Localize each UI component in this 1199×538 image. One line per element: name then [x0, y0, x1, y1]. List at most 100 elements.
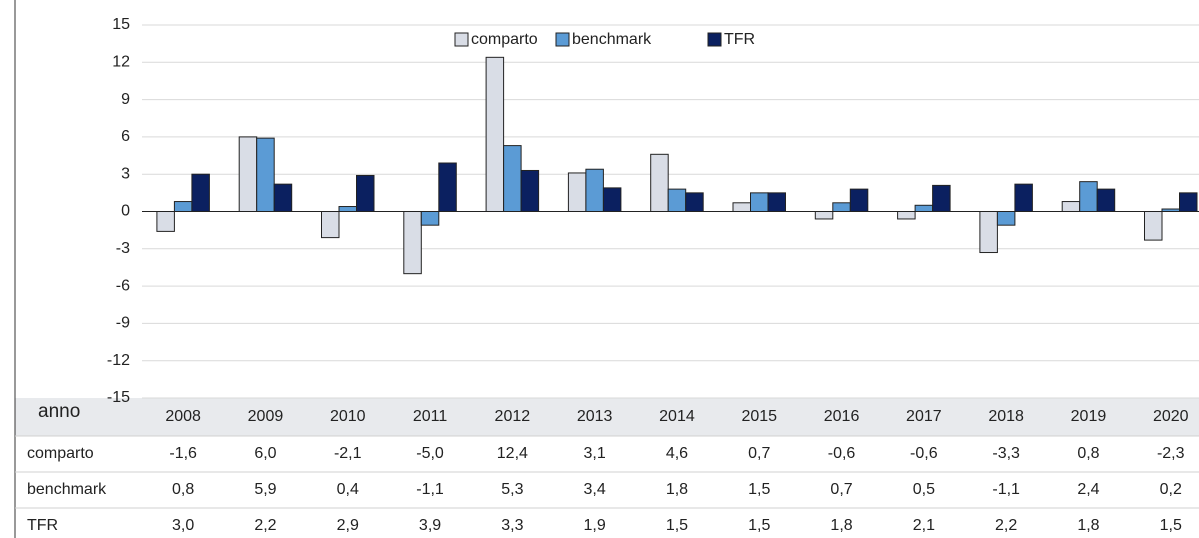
- table-cell: -5,0: [416, 445, 444, 462]
- bar: [238, 136, 258, 212]
- bar: [932, 184, 951, 212]
- table-cell: 0,8: [1077, 445, 1099, 462]
- bar: [338, 206, 357, 213]
- table-cell: 2,9: [337, 517, 359, 534]
- table-column-header: 2018: [988, 408, 1024, 425]
- bar: [403, 211, 422, 275]
- table-cell: 0,2: [1160, 481, 1182, 498]
- bar: [1079, 181, 1098, 213]
- bar: [1014, 183, 1033, 212]
- table-cell: -3,3: [992, 445, 1020, 462]
- bar: [520, 169, 540, 212]
- bar: [914, 204, 934, 213]
- table-column-header: 2011: [413, 408, 448, 425]
- bar: [814, 211, 834, 220]
- table-cell: 2,1: [913, 517, 935, 534]
- bar: [667, 188, 687, 212]
- table-cell: 3,0: [172, 517, 194, 534]
- bar: [767, 192, 786, 213]
- table-cell: 1,5: [1160, 517, 1182, 534]
- y-tick-label: -3: [116, 240, 130, 257]
- bar: [832, 202, 851, 212]
- y-tick-label: 0: [121, 203, 130, 220]
- y-tick-label: 6: [121, 128, 130, 145]
- table-column-header: 2010: [330, 408, 366, 425]
- table-cell: 12,4: [497, 445, 528, 462]
- table-header: anno: [38, 401, 80, 422]
- table-cell: 1,8: [830, 517, 852, 534]
- table-cell: 0,7: [830, 481, 852, 498]
- table-row-label: TFR: [27, 517, 58, 534]
- bar: [321, 211, 340, 239]
- table-column-header: 2016: [824, 408, 860, 425]
- table-cell: -2,3: [1157, 445, 1185, 462]
- table-cell: 2,2: [254, 517, 276, 534]
- y-tick-label: -9: [116, 315, 130, 332]
- table-cell: 0,5: [913, 481, 935, 498]
- bar: [503, 145, 522, 212]
- bar: [273, 183, 293, 212]
- y-tick-label: -12: [107, 352, 130, 369]
- bar: [356, 174, 375, 212]
- table-cell: 1,5: [748, 517, 770, 534]
- table-row-label: comparto: [27, 445, 94, 462]
- bar: [1096, 188, 1116, 212]
- table-column-header: 2012: [495, 408, 531, 425]
- table-column-header: 2014: [659, 408, 695, 425]
- table-column-header: 2019: [1071, 408, 1107, 425]
- y-tick-label: 9: [121, 91, 130, 108]
- bar: [485, 56, 505, 213]
- table-row-label: benchmark: [27, 481, 107, 498]
- bar: [650, 153, 669, 213]
- legend-swatch: [707, 32, 722, 47]
- table-cell: 2,2: [995, 517, 1017, 534]
- table-cell: 1,5: [666, 517, 688, 534]
- bar: [1179, 192, 1198, 213]
- table-cell: -0,6: [910, 445, 938, 462]
- table-cell: 0,7: [748, 445, 770, 462]
- bar: [849, 188, 869, 212]
- table-cell: 0,4: [337, 481, 359, 498]
- bar: [567, 172, 587, 212]
- bar: [979, 211, 998, 254]
- legend-label: TFR: [724, 31, 755, 48]
- table-cell: 3,1: [584, 445, 606, 462]
- bar: [420, 211, 440, 226]
- table-cell: 3,3: [501, 517, 523, 534]
- bar: [1144, 211, 1163, 241]
- table-cell: 5,3: [501, 481, 523, 498]
- bar: [732, 202, 751, 212]
- table-cell: 1,5: [748, 481, 770, 498]
- table-column-header: 2020: [1153, 408, 1189, 425]
- bar: [256, 137, 275, 212]
- legend-label: comparto: [471, 31, 538, 48]
- table-cell: -0,6: [828, 445, 856, 462]
- table-cell: 1,8: [1077, 517, 1099, 534]
- bar: [173, 201, 193, 212]
- legend-label: benchmark: [572, 31, 652, 48]
- table-cell: 1,9: [584, 517, 606, 534]
- table-cell: 5,9: [254, 481, 276, 498]
- y-tick-label: 12: [112, 54, 130, 71]
- bar: [996, 211, 1016, 226]
- table-column-header: 2008: [165, 408, 201, 425]
- table-column-header: 2017: [906, 408, 942, 425]
- y-tick-label: -6: [116, 277, 130, 294]
- bar: [685, 192, 704, 213]
- legend-swatch: [555, 32, 570, 47]
- table-cell: 0,8: [172, 481, 194, 498]
- legend-swatch: [454, 32, 469, 47]
- bar: [602, 187, 622, 212]
- y-tick-label: -15: [107, 389, 130, 406]
- bar: [191, 173, 210, 212]
- y-tick-label: 3: [121, 165, 130, 182]
- table-cell: 3,4: [584, 481, 606, 498]
- bar: [156, 211, 175, 232]
- table-cell: 6,0: [254, 445, 276, 462]
- bar: [897, 211, 916, 220]
- bar: [1061, 201, 1081, 212]
- table-column-header: 2015: [741, 408, 777, 425]
- bar: [438, 162, 457, 212]
- table-cell: -1,6: [169, 445, 197, 462]
